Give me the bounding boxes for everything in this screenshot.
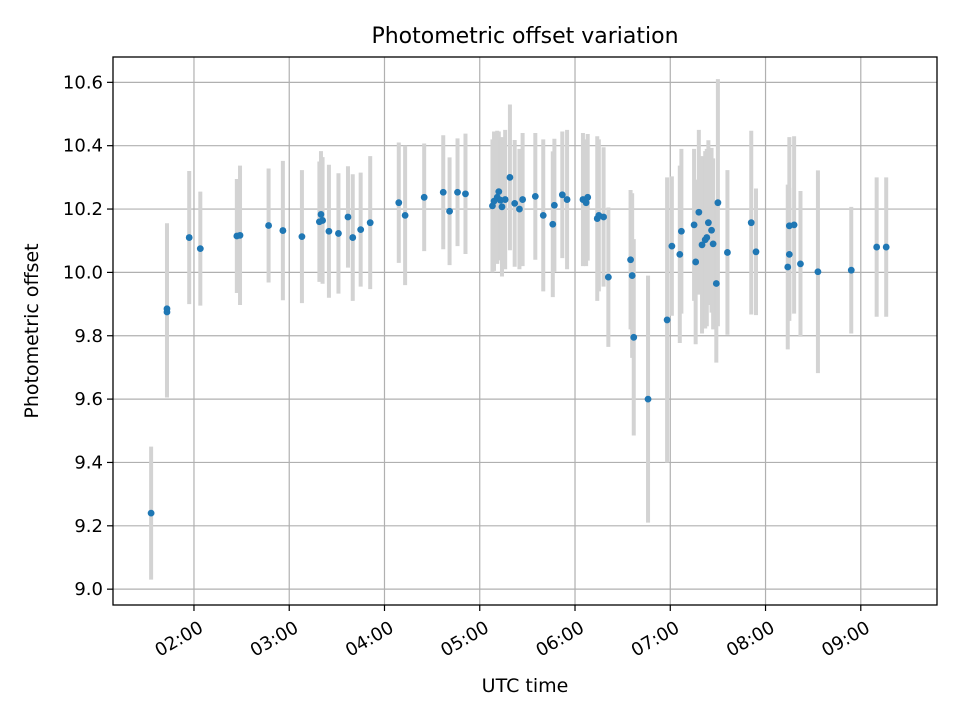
data-point [185, 234, 193, 241]
data-point [420, 193, 428, 201]
y-axis-label: Photometric offset [21, 243, 43, 418]
data-point [814, 268, 822, 276]
data-point [325, 227, 333, 235]
data-point [668, 242, 676, 250]
y-tick-label: 9.6 [74, 389, 103, 410]
data-point [847, 266, 855, 274]
data-point [511, 199, 519, 207]
data-point [558, 191, 566, 199]
x-tick-label: 08:00 [723, 617, 778, 661]
data-point [550, 201, 558, 209]
data-point [747, 219, 755, 227]
y-tick-label: 9.4 [74, 452, 103, 473]
data-point [752, 248, 760, 256]
data-point [698, 241, 706, 249]
y-tick-label: 9.8 [74, 326, 103, 347]
data-point [627, 256, 634, 264]
data-point [196, 245, 204, 253]
data-point [584, 193, 592, 201]
data-point [708, 226, 715, 234]
y-tick-label: 10.6 [63, 72, 103, 93]
data-point [630, 333, 638, 341]
data-point [539, 211, 547, 219]
chart-title: Photometric offset variation [371, 24, 678, 49]
data-point [549, 220, 557, 228]
data-point [236, 231, 244, 239]
data-point [790, 221, 798, 229]
data-point [519, 196, 527, 203]
data-point [563, 196, 571, 203]
data-point [279, 227, 287, 234]
data-point [582, 199, 590, 207]
data-point [677, 227, 685, 235]
data-point [439, 188, 447, 196]
data-point [882, 243, 890, 251]
data-point [724, 249, 731, 256]
data-point [709, 240, 717, 248]
data-point [704, 219, 712, 227]
data-point [506, 173, 514, 181]
y-tick-label: 10.4 [63, 136, 103, 157]
data-point [628, 272, 636, 279]
data-point [366, 219, 374, 227]
data-point [147, 509, 155, 517]
data-point [319, 217, 326, 224]
x-tick-label: 02:00 [151, 617, 206, 661]
data-point [873, 243, 881, 251]
data-point [454, 188, 461, 196]
data-point [712, 280, 720, 287]
errorbars [149, 79, 889, 580]
data-point [797, 260, 804, 268]
data-point [695, 208, 703, 216]
y-tick-label: 9.0 [74, 579, 103, 600]
data-point [676, 250, 684, 258]
data-point [349, 234, 357, 241]
data-point [357, 226, 365, 234]
data-point [495, 188, 503, 196]
x-tick-label: 09:00 [818, 617, 873, 661]
data-point [395, 199, 403, 207]
x-tick-label: 05:00 [437, 617, 492, 661]
data-point [784, 263, 792, 271]
x-tick-label: 06:00 [532, 617, 587, 661]
x-tick-label: 04:00 [342, 617, 397, 661]
data-point [265, 222, 272, 229]
data-point [703, 234, 711, 241]
data-point [785, 250, 793, 258]
grid [113, 57, 937, 605]
y-tick-label: 9.2 [74, 516, 103, 537]
data-points [147, 173, 890, 517]
plot-frame [112, 56, 938, 606]
data-point [446, 207, 453, 215]
data-point [714, 199, 722, 207]
data-point [335, 230, 342, 237]
data-point [401, 211, 409, 219]
data-point [690, 221, 698, 229]
data-point [516, 205, 523, 213]
x-tick-label: 07:00 [628, 617, 683, 661]
data-point [692, 258, 700, 266]
data-point [600, 213, 607, 221]
data-point [317, 211, 325, 218]
data-point [531, 192, 539, 200]
data-point [644, 395, 652, 403]
data-point [298, 233, 306, 241]
y-tick-label: 10.2 [63, 199, 103, 220]
data-point [501, 196, 509, 203]
x-axis-label: UTC time [482, 675, 569, 697]
data-point [344, 213, 352, 221]
data-point [498, 203, 506, 211]
data-point [163, 305, 171, 313]
data-point [462, 190, 469, 198]
y-tick-label: 10.0 [63, 262, 103, 283]
data-point [604, 273, 612, 281]
x-tick-label: 03:00 [247, 617, 302, 661]
data-point [663, 316, 671, 324]
